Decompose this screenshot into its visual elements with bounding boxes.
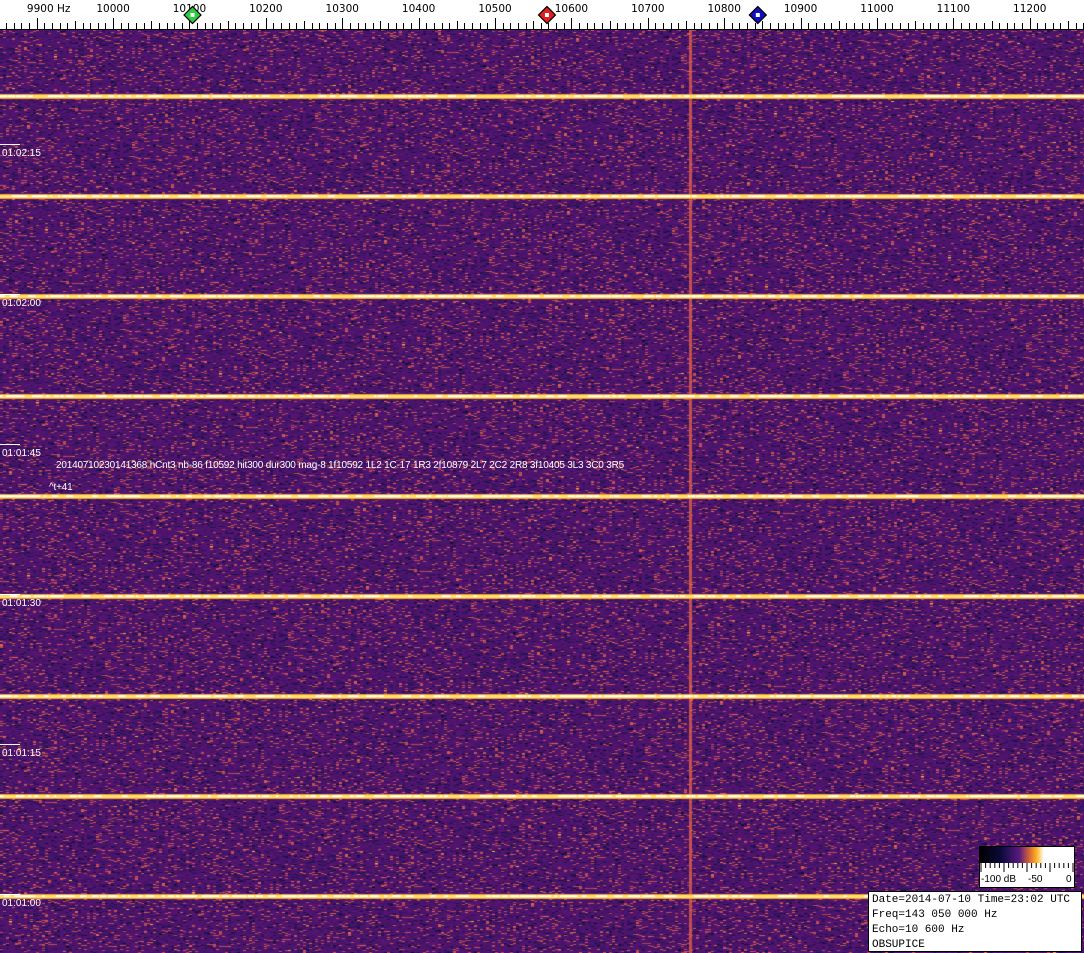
- frequency-axis: 9900 Hz100001010010200103001040010500106…: [0, 0, 1084, 30]
- detection-annotation: 20140710230141368 hCnt3 nb-86 f10592 hit…: [56, 460, 624, 471]
- carrier-burst: [0, 494, 1084, 499]
- axis-tick-label: 11100: [937, 3, 970, 15]
- colorbar-label: 0: [1066, 874, 1072, 885]
- carrier-burst: [0, 594, 1084, 599]
- carrier-burst: [0, 394, 1084, 399]
- colorbar: -100 dB -50 0: [979, 846, 1075, 888]
- time-label: 01:01:45: [0, 444, 41, 459]
- carrier-burst: [0, 94, 1084, 99]
- axis-tick-label: 10200: [249, 3, 282, 15]
- info-frequency: Freq=143 050 000 Hz: [872, 909, 998, 921]
- axis-tick-label: 10700: [631, 3, 664, 15]
- time-label: 01:01:30: [0, 594, 41, 609]
- axis-tick-label: 10300: [326, 3, 359, 15]
- colorbar-gradient: [980, 847, 1074, 863]
- frequency-marker-center: [755, 13, 760, 17]
- axis-tick-label: 9900 Hz: [27, 3, 71, 15]
- time-label: 01:02:00: [0, 294, 41, 309]
- time-label: 01:02:15: [0, 144, 41, 159]
- carrier-burst: [0, 194, 1084, 199]
- axis-tick-label: 10900: [784, 3, 817, 15]
- info-date-time: Date=2014-07-10 Time=23:02 UTC: [872, 894, 1071, 906]
- time-label: 01:01:00: [0, 894, 41, 909]
- carrier-burst: [0, 794, 1084, 799]
- colorbar-label: -100 dB: [981, 874, 1017, 885]
- axis-tick-label: 10500: [478, 3, 511, 15]
- info-echo: Echo=10 600 Hz: [872, 924, 965, 936]
- colorbar-label: -50: [1028, 874, 1043, 885]
- waterfall-display: [0, 30, 1084, 953]
- frequency-marker-center: [190, 13, 195, 17]
- axis-tick-label: 10800: [707, 3, 740, 15]
- time-label: 01:01:15: [0, 744, 41, 759]
- detection-time-marker: ^t+41: [49, 482, 73, 493]
- carrier-burst: [0, 694, 1084, 699]
- axis-tick-label: 11000: [860, 3, 893, 15]
- carrier-burst: [0, 294, 1084, 299]
- info-box: Date=2014-07-10 Time=23:02 UTC Freq=143 …: [868, 891, 1082, 952]
- axis-tick-label: 10000: [96, 3, 129, 15]
- axis-tick-label: 11200: [1013, 3, 1046, 15]
- axis-tick-label: 10400: [402, 3, 435, 15]
- info-station: OBSUPICE: [872, 939, 925, 951]
- axis-tick-label: 10600: [555, 3, 588, 15]
- frequency-marker-center: [544, 13, 549, 17]
